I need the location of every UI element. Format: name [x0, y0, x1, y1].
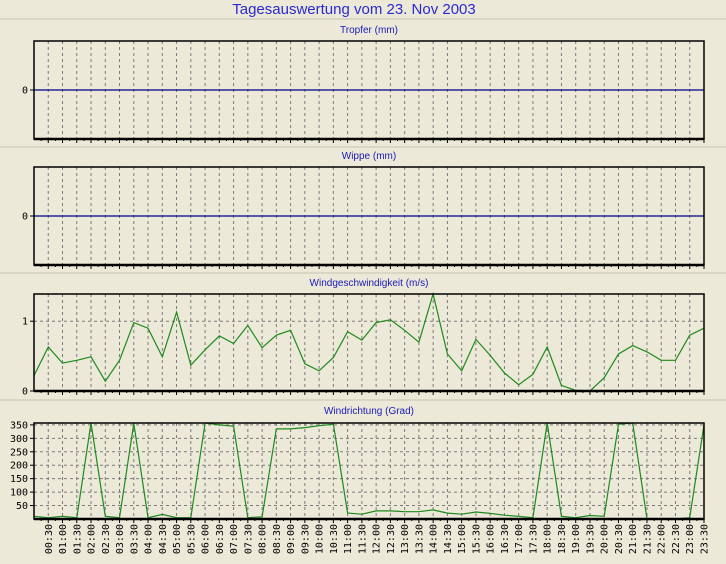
- x-tick-label: 06:30: [215, 524, 226, 554]
- chart-3: 50 100 150 200 250 300 350: [10, 420, 705, 523]
- chart-title-wind-speed: Windgeschwindigkeit (m/s): [310, 278, 429, 289]
- x-tick-label: 17:00: [514, 524, 525, 554]
- x-tick-label: 01:00: [58, 524, 69, 554]
- x-tick-label: 00:30: [44, 524, 55, 554]
- x-tick-label: 18:30: [557, 524, 568, 554]
- x-tick-label: 21:30: [642, 524, 653, 554]
- x-tick-label: 17:30: [528, 524, 539, 554]
- x-tick-label: 15:30: [471, 524, 482, 554]
- report-title: Tagesauswertung vom 23. Nov 2003: [232, 1, 475, 18]
- series-line: [33, 422, 705, 520]
- y-tick-label: 0: [22, 387, 28, 398]
- y-tick-label: 300: [10, 434, 28, 445]
- plot-area: [34, 294, 704, 391]
- x-tick-label: 02:00: [87, 524, 98, 554]
- x-tick-label: 08:00: [258, 524, 269, 554]
- x-tick-label: 04:00: [144, 524, 155, 554]
- y-tick-label: 350: [10, 420, 28, 431]
- x-tick-label: 20:30: [614, 524, 625, 554]
- x-tick-label: 12:00: [372, 524, 383, 554]
- y-tick-label: 0: [22, 212, 28, 223]
- chart-2: 01: [22, 291, 705, 398]
- x-tick-label: 23:00: [685, 524, 696, 554]
- x-tick-label: 14:30: [443, 524, 454, 554]
- x-tick-label: 22:00: [657, 524, 668, 554]
- x-tick-label: 09:00: [286, 524, 297, 554]
- x-tick-label: 05:30: [186, 524, 197, 554]
- y-tick-label: 1: [22, 317, 28, 328]
- x-tick-label: 05:00: [172, 524, 183, 554]
- x-tick-label: 11:30: [357, 524, 368, 554]
- y-tick-label: 0: [22, 86, 28, 97]
- chart-1: 0: [22, 166, 705, 269]
- x-tick-label: 18:00: [543, 524, 554, 554]
- chart-title-wippe: Wippe (mm): [342, 151, 396, 162]
- x-tick-label: 09:30: [300, 524, 311, 554]
- x-tick-label: 03:00: [115, 524, 126, 554]
- x-tick-label: 10:30: [329, 524, 340, 554]
- x-tick-label: 03:30: [129, 524, 140, 554]
- x-tick-label: 15:00: [457, 524, 468, 554]
- x-tick-label: 23:30: [700, 524, 711, 554]
- x-tick-label: 07:30: [243, 524, 254, 554]
- chart-title-tropfer: Tropfer (mm): [340, 25, 398, 36]
- x-tick-label: 14:00: [429, 524, 440, 554]
- x-tick-label: 11:00: [343, 524, 354, 554]
- y-tick-label: 50: [16, 501, 28, 512]
- x-tick-label: 20:00: [600, 524, 611, 554]
- y-tick-label: 200: [10, 461, 28, 472]
- x-tick-label: 07:00: [229, 524, 240, 554]
- plot-area: [34, 423, 704, 519]
- x-tick-label: 12:30: [386, 524, 397, 554]
- x-tick-label: 10:00: [315, 524, 326, 554]
- x-tick-label: 13:30: [414, 524, 425, 554]
- x-tick-label: 01:30: [72, 524, 83, 554]
- x-tick-label: 06:00: [201, 524, 212, 554]
- y-tick-label: 150: [10, 474, 28, 485]
- x-tick-label: 16:30: [500, 524, 511, 554]
- x-tick-label: 08:30: [272, 524, 283, 554]
- x-tick-label: 13:00: [400, 524, 411, 554]
- y-tick-label: 100: [10, 488, 28, 499]
- x-tick-label: 21:00: [628, 524, 639, 554]
- y-tick-label: 250: [10, 447, 28, 458]
- x-tick-label: 19:00: [571, 524, 582, 554]
- x-tick-label: 16:00: [486, 524, 497, 554]
- chart-0: 0: [22, 40, 705, 143]
- chart-title-wind-direction: Windrichtung (Grad): [324, 406, 414, 417]
- x-tick-label: 22:30: [671, 524, 682, 554]
- series-line: [33, 291, 705, 392]
- x-tick-label: 04:30: [158, 524, 169, 554]
- x-tick-label: 02:30: [101, 524, 112, 554]
- x-tick-label: 19:30: [585, 524, 596, 554]
